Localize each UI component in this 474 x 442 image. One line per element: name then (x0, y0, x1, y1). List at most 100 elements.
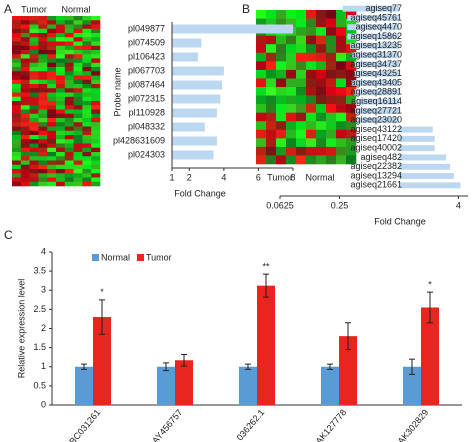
x-tick-label: 2 (187, 172, 192, 182)
heatmap-cell (12, 105, 22, 110)
bar (172, 66, 224, 76)
heatmap-cell (82, 118, 92, 123)
heatmap-cell (38, 109, 48, 115)
heatmap-cell (20, 88, 30, 93)
heatmap-cell (82, 45, 92, 51)
heatmap-cell (73, 169, 83, 174)
heatmap-cell (12, 152, 22, 157)
heatmap-cell (316, 61, 327, 71)
heatmap-cell (20, 96, 30, 102)
heatmap-cell (20, 79, 30, 85)
heatmap-cell (47, 67, 57, 72)
heatmap-cell (326, 104, 337, 113)
heatmap-cell (326, 78, 337, 88)
heatmap-cell (91, 156, 101, 161)
bar (351, 80, 399, 87)
heatmap-cell (12, 139, 22, 144)
heatmap-cell (326, 18, 337, 28)
heatmap-cell (29, 41, 39, 47)
heatmap-cell (12, 126, 22, 132)
heatmap-cell (12, 33, 22, 38)
y-tick-label: 3 (41, 285, 46, 295)
heatmap-cell (29, 156, 39, 161)
heatmap-cell (91, 122, 101, 127)
heatmap-cell (316, 146, 327, 156)
heatmap-cell (82, 173, 92, 178)
bar (355, 107, 399, 114)
heatmap-cell (47, 169, 57, 174)
bar (172, 122, 205, 132)
heatmap-cell (20, 33, 30, 38)
heatmap-cell (12, 71, 22, 76)
heatmap-cell (73, 118, 83, 123)
heatmap-cell (64, 160, 74, 166)
heatmap-cell (56, 92, 66, 98)
heatmap-cell (29, 67, 39, 72)
heatmap-cell (82, 169, 92, 174)
heatmap-cell (64, 92, 74, 98)
heatmap-cell (38, 152, 48, 157)
heatmap-cell (29, 71, 39, 76)
heatmap-cell (38, 147, 48, 153)
heatmap-cell (47, 16, 57, 21)
bar (342, 5, 399, 12)
heatmap-cell (91, 152, 101, 157)
heatmap-cell (336, 121, 347, 131)
bar (320, 366, 339, 405)
heatmap-cell (91, 169, 101, 174)
heatmap-cell (47, 33, 57, 38)
heatmap-cell (91, 160, 101, 166)
heatmap-cell (306, 44, 317, 54)
heatmap-cell (29, 54, 39, 59)
bar (355, 98, 399, 105)
heatmap-cell (73, 71, 83, 76)
heatmap-cell (346, 35, 357, 45)
heatmap-cell (12, 143, 22, 149)
heatmap-cell (336, 44, 347, 54)
heatmap-cell (306, 35, 317, 45)
heatmap-cell (12, 173, 22, 178)
heatmap-cell (91, 71, 101, 76)
heatmap-cell (64, 173, 74, 178)
heatmap-cell (82, 147, 92, 153)
heatmap-group: Normal (61, 4, 90, 14)
heatmap-cell (73, 109, 83, 115)
heatmap-cell (296, 10, 307, 19)
heatmap-cell (346, 78, 357, 88)
heatmap-cell (91, 79, 101, 85)
heatmap-cell (316, 52, 327, 62)
heatmap-cell (64, 109, 74, 115)
heatmap-cell (306, 138, 317, 148)
heatmap-cell (29, 118, 39, 123)
error-bar (244, 363, 251, 370)
heatmap-cell (336, 27, 347, 36)
heatmap-cell (20, 164, 30, 170)
heatmap-cell (47, 50, 57, 55)
y-tick-label: 0 (41, 399, 46, 409)
y-tick-label: pl428631609 (113, 135, 165, 145)
y-tick-label: agiseq45761 (350, 12, 402, 22)
heatmap-cell (29, 105, 39, 110)
heatmap-cell (47, 105, 57, 110)
heatmap-cell (296, 69, 307, 79)
heatmap-cell (20, 71, 30, 76)
heatmap-cell (20, 181, 30, 187)
heatmap-cell (82, 88, 92, 93)
bar (353, 89, 399, 96)
heatmap-cell (326, 69, 337, 79)
heatmap-cell (276, 95, 287, 105)
x-tick-label: 0.0625 (266, 200, 294, 210)
heatmap-cell (346, 112, 357, 122)
heatmap-cell (91, 54, 101, 59)
heatmap-cell (38, 177, 48, 183)
heatmap-cell (266, 61, 277, 71)
heatmap-cell (82, 37, 92, 42)
heatmap-cell (20, 45, 30, 51)
panel-letter: A (4, 2, 12, 16)
heatmap-cell (38, 156, 48, 161)
heatmap-cell (73, 84, 83, 89)
heatmap-cell (38, 75, 48, 81)
heatmap-cell (91, 105, 101, 110)
x-tick-label: 4 (456, 200, 461, 210)
legend-label: Normal (101, 252, 130, 262)
